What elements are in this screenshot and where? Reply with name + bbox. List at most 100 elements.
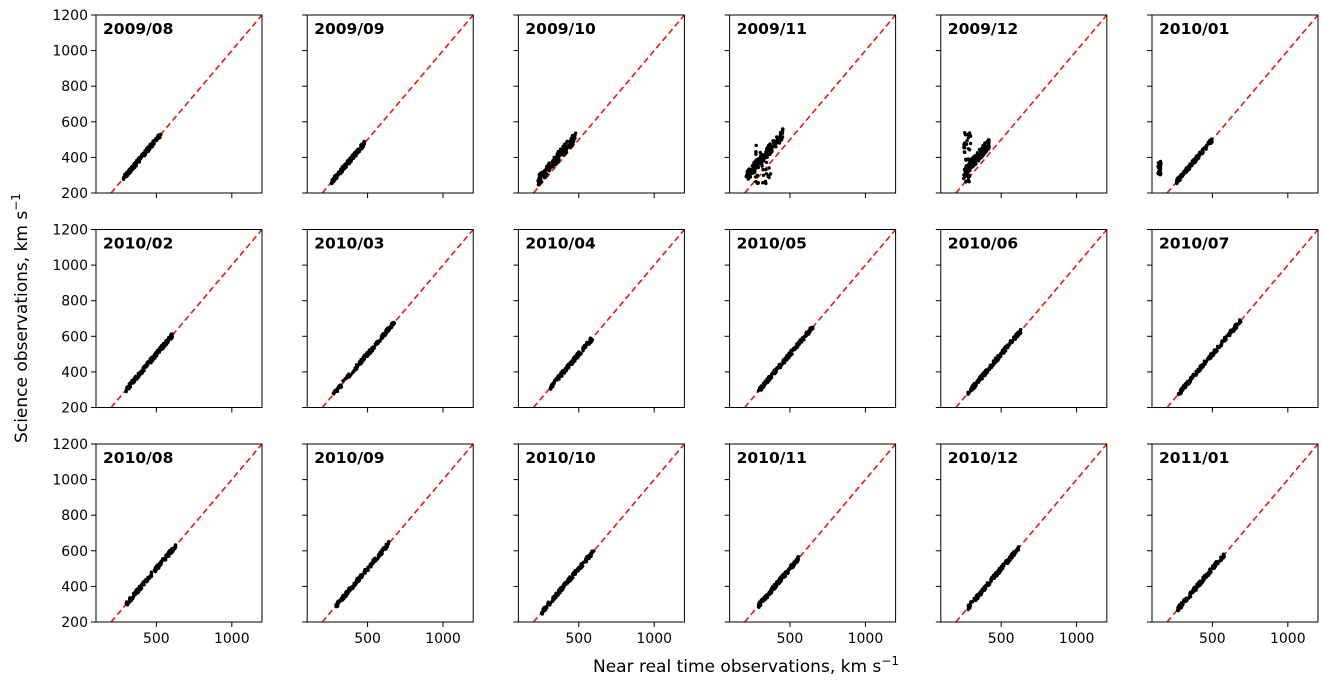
scatter-point [590, 549, 594, 553]
panel-title: 2009/11 [737, 20, 807, 38]
scatter-point [962, 145, 966, 150]
scatter-point [780, 131, 784, 135]
y-tick-label: 1200 [52, 437, 88, 453]
scatter-point [340, 169, 344, 173]
scatter-point [1202, 146, 1206, 150]
scatter-point [335, 173, 339, 177]
y-tick-label: 1000 [52, 258, 88, 274]
scatter-point [1178, 174, 1183, 178]
scatter-point [767, 374, 771, 379]
scatter-point [169, 332, 174, 336]
scatter-point [1179, 388, 1183, 392]
scatter-point [359, 359, 363, 364]
subplot: 500 1000 2010/10 [513, 443, 685, 647]
scatter-points [756, 555, 801, 609]
x-axis-title: Near real time observations, km s−1 [593, 654, 899, 677]
scatter-point [130, 379, 134, 384]
scatter-point [559, 152, 563, 157]
x-tick-label: 1000 [425, 631, 461, 647]
scatter-point [561, 148, 565, 152]
scatter-point [790, 352, 794, 356]
scatter-point [1199, 366, 1204, 370]
scatter-point [356, 147, 360, 151]
scatter-point [545, 604, 549, 609]
scatter-point [772, 582, 777, 587]
scatter-points [961, 131, 991, 184]
scatter-point [986, 147, 990, 152]
scatter-point [1158, 172, 1163, 176]
scatter-point [756, 181, 760, 185]
scatter-point [1197, 369, 1201, 373]
scatter-point [355, 580, 359, 584]
scatter-point [149, 572, 153, 577]
panel-title: 2010/03 [314, 235, 384, 253]
plot-area [110, 15, 262, 193]
scatter-point [777, 141, 782, 145]
scatter-point [545, 164, 549, 169]
scatter-point [764, 160, 769, 165]
plot-area [532, 444, 685, 622]
scatter-point [783, 573, 787, 578]
scatter-point [774, 141, 779, 145]
scatter-point [993, 358, 997, 362]
scatter-point [966, 178, 971, 182]
scatter-point [1222, 553, 1226, 557]
scatter-points [124, 543, 178, 607]
y-tick-label: 200 [61, 615, 88, 631]
scatter-point [128, 170, 132, 175]
axes-frame [1151, 443, 1319, 623]
subplot: 2010/04 [513, 229, 685, 413]
scatter-point [761, 173, 766, 177]
scatter-point [754, 143, 758, 148]
scatter-point [173, 543, 178, 548]
scatter-point [1218, 559, 1222, 563]
scatter-point [1192, 585, 1197, 590]
scatter-point [138, 372, 143, 376]
scatter-point [359, 573, 364, 578]
scatter-point [754, 150, 758, 154]
scatter-point [1211, 353, 1216, 357]
scatter-points [966, 327, 1023, 396]
subplot: 2010/03 [302, 229, 474, 413]
scatter-point [998, 569, 1002, 574]
scatter-point [572, 355, 577, 359]
subplot: 500 1000 2011/01 [1147, 443, 1319, 647]
scatter-point [536, 183, 541, 187]
scatter-point [979, 592, 983, 596]
scatter-point [795, 559, 800, 564]
scatter-point [1225, 334, 1229, 338]
scatter-point [1007, 343, 1011, 347]
scatter-point [1213, 564, 1218, 568]
scatter-point [1177, 392, 1181, 397]
scatter-point [775, 135, 779, 139]
scatter-point [1186, 165, 1190, 170]
subplot-grid: 200 400 600 800 1000 1200 2009/08 2009/09 2009/1… [52, 8, 1319, 647]
scatter-point [1017, 333, 1021, 337]
scatter-point [158, 135, 162, 140]
axes-frame [306, 229, 474, 408]
panel-title: 2010/10 [525, 449, 596, 467]
scatter-point [546, 600, 550, 604]
scatter-point [584, 344, 588, 349]
scatter-point [152, 568, 157, 573]
scatter-point [379, 335, 384, 339]
scatter-point [1198, 153, 1202, 157]
reference-line [532, 15, 685, 193]
scatter-point [1207, 355, 1211, 359]
scatter-point [1220, 339, 1224, 343]
axes-frame [517, 443, 685, 623]
scatter-point [576, 355, 580, 359]
subplot: 2010/07 [1147, 229, 1319, 413]
scatter-point [124, 389, 128, 394]
scatter-point [562, 371, 567, 375]
scatter-point [973, 385, 977, 389]
scatter-point [769, 146, 773, 151]
scatter-point [374, 342, 378, 347]
scatter-point [559, 585, 563, 590]
panel-title: 2009/12 [948, 20, 1018, 38]
x-tick-label: 1000 [214, 631, 250, 647]
scatter-point [767, 166, 771, 170]
scatter-point [330, 181, 334, 185]
x-tick-label: 500 [354, 631, 381, 647]
